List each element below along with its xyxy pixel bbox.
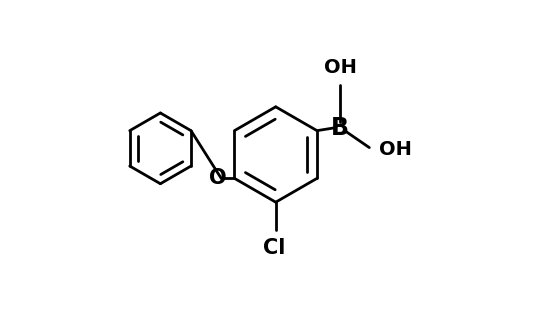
Text: OH: OH	[378, 140, 411, 159]
Text: B: B	[331, 116, 349, 140]
Text: Cl: Cl	[263, 238, 285, 258]
Text: OH: OH	[324, 58, 357, 77]
Text: O: O	[209, 168, 227, 188]
